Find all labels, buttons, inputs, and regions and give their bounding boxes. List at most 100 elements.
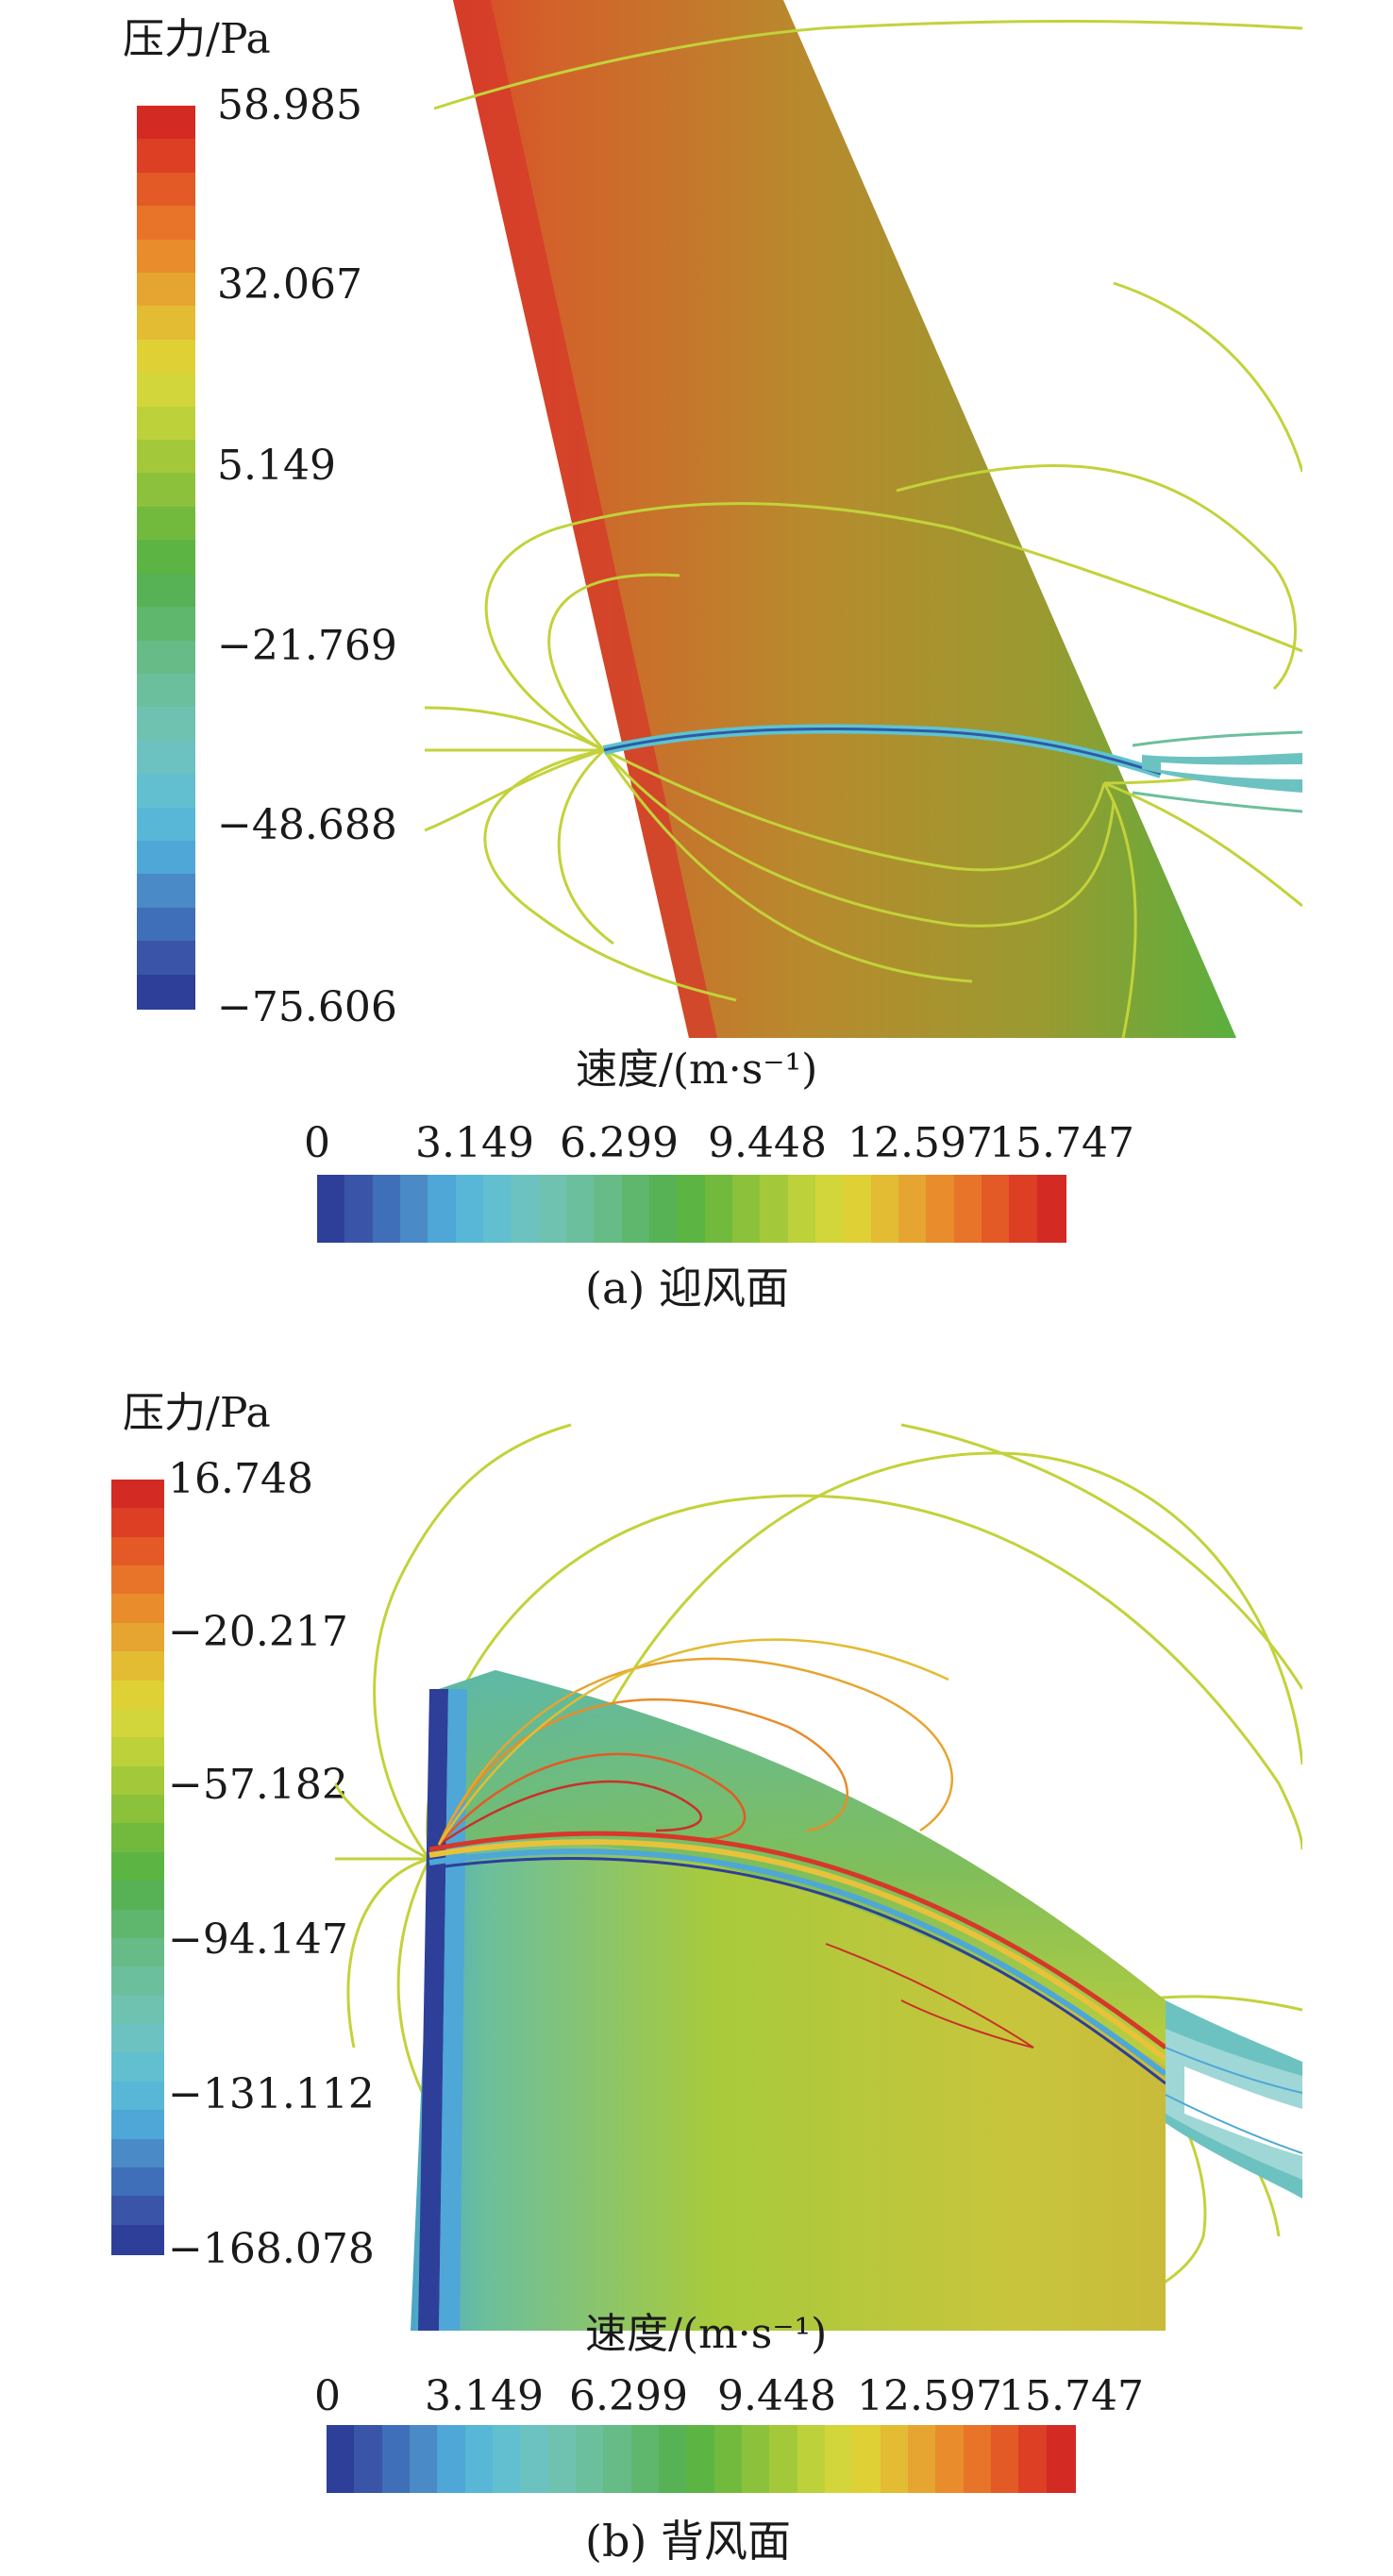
colorbar-segment (547, 2425, 578, 2493)
colorbar-segment (137, 673, 195, 710)
colorbar-segment (354, 2425, 384, 2493)
colorbar-segment (760, 1175, 790, 1243)
colorbar-segment (1018, 2425, 1049, 2493)
colorbar-segment (659, 2425, 688, 2493)
colorbar-segment (575, 2425, 605, 2493)
colorbar-segment (410, 2425, 439, 2493)
velocity-legend-title: 速度/(m·s⁻¹) (576, 1045, 818, 1094)
colorbar-segment (111, 2196, 164, 2227)
colorbar-segment (327, 2425, 356, 2493)
velocity-legend-title: 速度/(m·s⁻¹) (585, 2310, 828, 2358)
colorbar-segment (111, 1480, 164, 1510)
colorbar-segment (111, 2081, 164, 2112)
colorbar-segment (1036, 1175, 1066, 1243)
colorbar-segment (111, 2224, 164, 2255)
colorbar-segment (464, 2425, 495, 2493)
colorbar-segment (137, 139, 195, 175)
colorbar-segment (963, 2425, 993, 2493)
pressure-tick: −131.112 (168, 2070, 375, 2118)
pressure-tick: −20.217 (168, 1608, 348, 1656)
pressure-colorbar (137, 106, 195, 1010)
colorbar-segment (111, 1536, 164, 1567)
colorbar-segment (111, 2052, 164, 2083)
colorbar-segment (137, 907, 195, 944)
flow-field-plot (335, 1423, 1302, 2331)
pressure-tick: −48.688 (217, 801, 397, 849)
velocity-tick: 15.747 (989, 1119, 1134, 1167)
colorbar-segment (111, 1881, 164, 1912)
colorbar-segment (111, 1708, 164, 1739)
colorbar-segment (137, 206, 195, 242)
colorbar-segment (1046, 2425, 1076, 2493)
colorbar-segment (137, 440, 195, 476)
colorbar-segment (137, 239, 195, 275)
velocity-colorbar (317, 1175, 1066, 1243)
pressure-tick: −94.147 (168, 1915, 348, 1964)
velocity-tick: 15.747 (999, 2372, 1144, 2420)
colorbar-segment (686, 2425, 716, 2493)
colorbar-segment (137, 640, 195, 676)
colorbar-segment (111, 1765, 164, 1797)
pressure-tick: −75.606 (217, 983, 397, 1031)
colorbar-segment (732, 1175, 762, 1243)
pressure-tick: 5.149 (217, 442, 336, 490)
colorbar-segment (870, 1175, 900, 1243)
colorbar-segment (677, 1175, 707, 1243)
colorbar-segment (437, 2425, 467, 2493)
colorbar-segment (137, 306, 195, 342)
colorbar-segment (344, 1175, 375, 1243)
velocity-tick: 9.448 (717, 2372, 836, 2420)
colorbar-segment (511, 1175, 541, 1243)
colorbar-segment (428, 1175, 458, 1243)
panel-windward: 压力/Pa 58.985 32.067 5.149 −21.769 −48.68… (123, 0, 1302, 1310)
colorbar-segment (603, 2425, 633, 2493)
colorbar-segment (713, 2425, 744, 2493)
colorbar-segment (797, 2425, 827, 2493)
velocity-tick: 9.448 (708, 1119, 827, 1167)
colorbar-segment (137, 373, 195, 409)
colorbar-segment (372, 1175, 402, 1243)
colorbar-segment (991, 2425, 1020, 2493)
colorbar-segment (381, 2425, 411, 2493)
colorbar-segment (137, 506, 195, 543)
colorbar-segment (111, 1565, 164, 1597)
colorbar-segment (137, 172, 195, 209)
colorbar-segment (908, 2425, 937, 2493)
colorbar-segment (111, 1622, 164, 1653)
colorbar-segment (137, 974, 195, 1010)
pressure-colorbar (111, 1480, 164, 2255)
colorbar-segment (538, 1175, 568, 1243)
colorbar-segment (111, 1795, 164, 1826)
colorbar-segment (880, 2425, 910, 2493)
velocity-tick: 3.149 (425, 2372, 544, 2420)
colorbar-segment (982, 1175, 1011, 1243)
pressure-tick: −57.182 (168, 1761, 348, 1809)
colorbar-segment (111, 1851, 164, 1882)
colorbar-segment (594, 1175, 624, 1243)
colorbar-segment (111, 1594, 164, 1625)
colorbar-segment (926, 1175, 956, 1243)
colorbar-segment (483, 1175, 512, 1243)
colorbar-segment (935, 2425, 965, 2493)
colorbar-segment (137, 573, 195, 610)
colorbar-segment (814, 1175, 845, 1243)
colorbar-segment (704, 1175, 734, 1243)
colorbar-segment (852, 2425, 882, 2493)
colorbar-segment (137, 540, 195, 576)
colorbar-segment (111, 1966, 164, 1998)
colorbar-segment (137, 840, 195, 877)
colorbar-segment (824, 2425, 854, 2493)
colorbar-segment (742, 2425, 771, 2493)
colorbar-segment (400, 1175, 429, 1243)
colorbar-segment (111, 1995, 164, 2026)
velocity-tick: 6.299 (569, 2372, 688, 2420)
colorbar-segment (111, 1651, 164, 1682)
flow-field-plot (425, 0, 1302, 1038)
colorbar-segment (1009, 1175, 1039, 1243)
colorbar-segment (520, 2425, 550, 2493)
colorbar-segment (137, 339, 195, 376)
colorbar-segment (111, 1737, 164, 1768)
pressure-legend-title: 压力/Pa (123, 1389, 271, 1437)
pressure-tick: −21.769 (217, 622, 397, 670)
colorbar-segment (137, 740, 195, 777)
